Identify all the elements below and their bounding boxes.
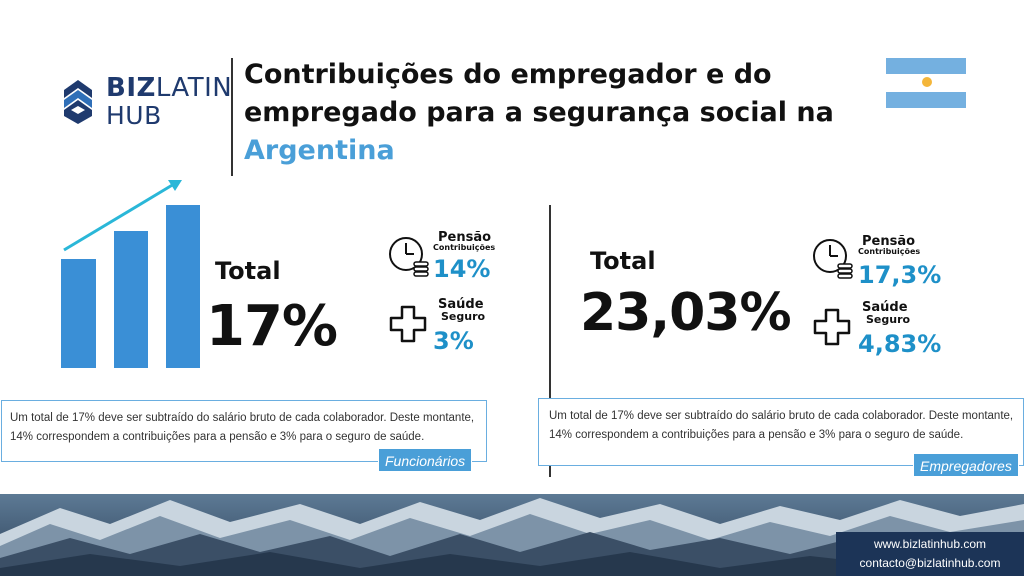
employee-total-value: 17% [206,294,338,359]
employee-health-value: 3% [433,327,474,355]
contact-website[interactable]: www.bizlatinhub.com [873,537,987,551]
logo-text-biz: BIZLATIN [106,73,233,103]
employer-pension-value: 17,3% [858,261,942,289]
employer-total-label: Total [590,247,656,275]
employer-pension-label: Pensão [862,234,916,249]
employee-tag: Funcionários [378,448,473,472]
employer-pension-sub: Contribuições [858,247,921,256]
employer-total-value: 23,03% [580,283,792,343]
chart-bar-1 [61,259,96,368]
employee-pension-value: 14% [433,255,491,283]
bizlatinhub-logo: BIZLATIN HUB [58,72,232,132]
chart-bar-3 [166,205,200,368]
title-line-2: empregado para a segurança social na [244,97,834,128]
employer-health-value: 4,83% [858,330,942,358]
title-line-3: Argentina [244,135,395,166]
employer-health-label: Saúde [862,300,908,315]
growth-bar-chart-icon [61,180,200,368]
clock-coins-icon [813,239,853,279]
health-cross-icon [389,305,427,343]
contact-box: www.bizlatinhub.com contacto@bizlatinhub… [836,532,1024,576]
employee-health-sub: Seguro [441,310,486,323]
employer-tag: Empregadores [913,453,1019,477]
section-divider [549,205,551,477]
bizlatinhub-logo-icon [64,80,92,124]
clock-coins-icon [389,237,429,277]
page-title: Contribuições do empregador e do emprega… [244,56,884,170]
chart-bar-2 [114,231,148,368]
employee-total-label: Total [215,257,281,285]
header-divider [231,58,233,176]
employee-health-label: Saúde [438,297,484,312]
chart-trend-arrow [63,182,175,252]
employee-pension-label: Pensão [438,230,492,245]
employer-health-sub: Seguro [866,313,911,326]
argentina-flag-icon [886,58,966,108]
contact-email[interactable]: contacto@bizlatinhub.com [859,556,1001,570]
employee-pension-sub: Contribuições [433,243,496,252]
logo-text-hub: HUB [106,101,162,130]
health-cross-icon [813,308,851,346]
title-line-1: Contribuições do empregador e do [244,59,772,90]
